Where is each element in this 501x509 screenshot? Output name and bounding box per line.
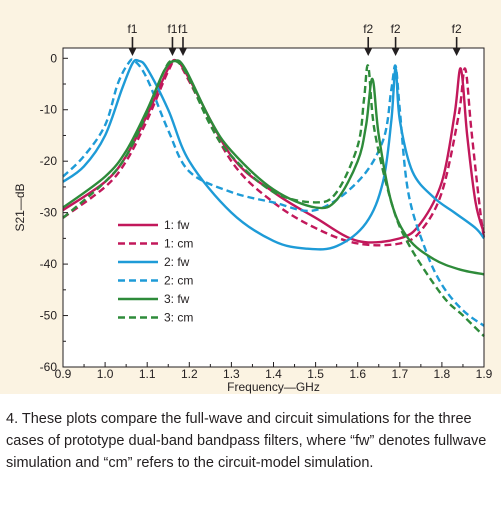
- series-line-6: [62, 59, 485, 337]
- chart: 0.9 1.0 1.1 1.2 1.3 1.4 1.5 1.6 1.7 1.8 1.9 0 -10 -20…: [13, 22, 493, 394]
- x-tick-label: 1.1: [139, 367, 156, 381]
- marker-label: f1: [167, 22, 177, 36]
- marker-arrow-head: [168, 48, 177, 56]
- x-tick-label: 1.0: [97, 367, 114, 381]
- marker-arrow-head: [128, 48, 137, 56]
- x-tick-label: 1.2: [181, 367, 198, 381]
- marker-arrow-head: [452, 48, 461, 56]
- figure-caption: 4. These plots compare the full-wave and…: [6, 411, 487, 471]
- x-tick-label: 1.7: [391, 367, 408, 381]
- legend-label-3: 2: fw: [164, 255, 190, 269]
- series-line-2: [62, 59, 486, 247]
- marker-arrow-head: [391, 48, 400, 56]
- series-line-3: [62, 58, 485, 251]
- marker-arrow-head: [178, 48, 187, 56]
- x-tick-label: 1.4: [265, 367, 282, 381]
- marker-label: f2: [363, 22, 373, 36]
- marker-label: f1: [127, 22, 137, 36]
- legend-label-2: 1: cm: [164, 237, 193, 251]
- y-axis-title: S21—dB: [13, 183, 27, 231]
- y-tick-label: -60: [40, 360, 58, 374]
- marker-label: f2: [452, 22, 462, 36]
- y-tick-label: -30: [40, 206, 58, 220]
- y-tick-label: 0: [50, 51, 57, 65]
- y-tick-label: -40: [40, 257, 58, 271]
- plot-area: 0.9 1.0 1.1 1.2 1.3 1.4 1.5 1.6 1.7 1.8 1.9 0 -10 -20…: [13, 22, 493, 394]
- legend-label-1: 1: fw: [164, 218, 190, 232]
- marker-arrow-head: [364, 48, 373, 56]
- y-tick-label: -20: [40, 154, 58, 168]
- x-tick-label: 1.9: [476, 367, 493, 381]
- marker-label: f2: [391, 22, 401, 36]
- marker-label: f1: [178, 22, 188, 36]
- x-tick-label: 1.8: [434, 367, 451, 381]
- x-tick-label: 0.9: [55, 367, 72, 381]
- legend-label-4: 2: cm: [164, 274, 193, 288]
- x-tick-label: 1.5: [307, 367, 324, 381]
- series-line-4: [62, 58, 485, 327]
- x-tick-label: 1.3: [223, 367, 240, 381]
- y-tick-label: -10: [40, 103, 58, 117]
- x-tick-label: 1.6: [349, 367, 366, 381]
- legend-label-5: 3: fw: [164, 292, 190, 306]
- legend-label-6: 3: cm: [164, 311, 193, 325]
- plot-background: [63, 48, 484, 367]
- x-axis-title: Frequency—GHz: [227, 380, 320, 394]
- y-tick-label: -50: [40, 309, 58, 323]
